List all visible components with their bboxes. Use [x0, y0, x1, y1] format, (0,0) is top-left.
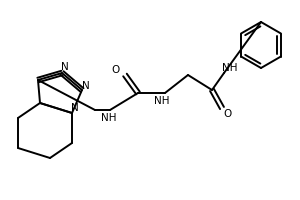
Text: NH: NH	[101, 113, 117, 123]
Text: O: O	[112, 65, 120, 75]
Text: N: N	[71, 103, 79, 113]
Text: O: O	[224, 109, 232, 119]
Text: N: N	[82, 81, 90, 91]
Text: NH: NH	[154, 96, 170, 106]
Text: NH: NH	[222, 63, 238, 73]
Text: N: N	[61, 62, 69, 72]
